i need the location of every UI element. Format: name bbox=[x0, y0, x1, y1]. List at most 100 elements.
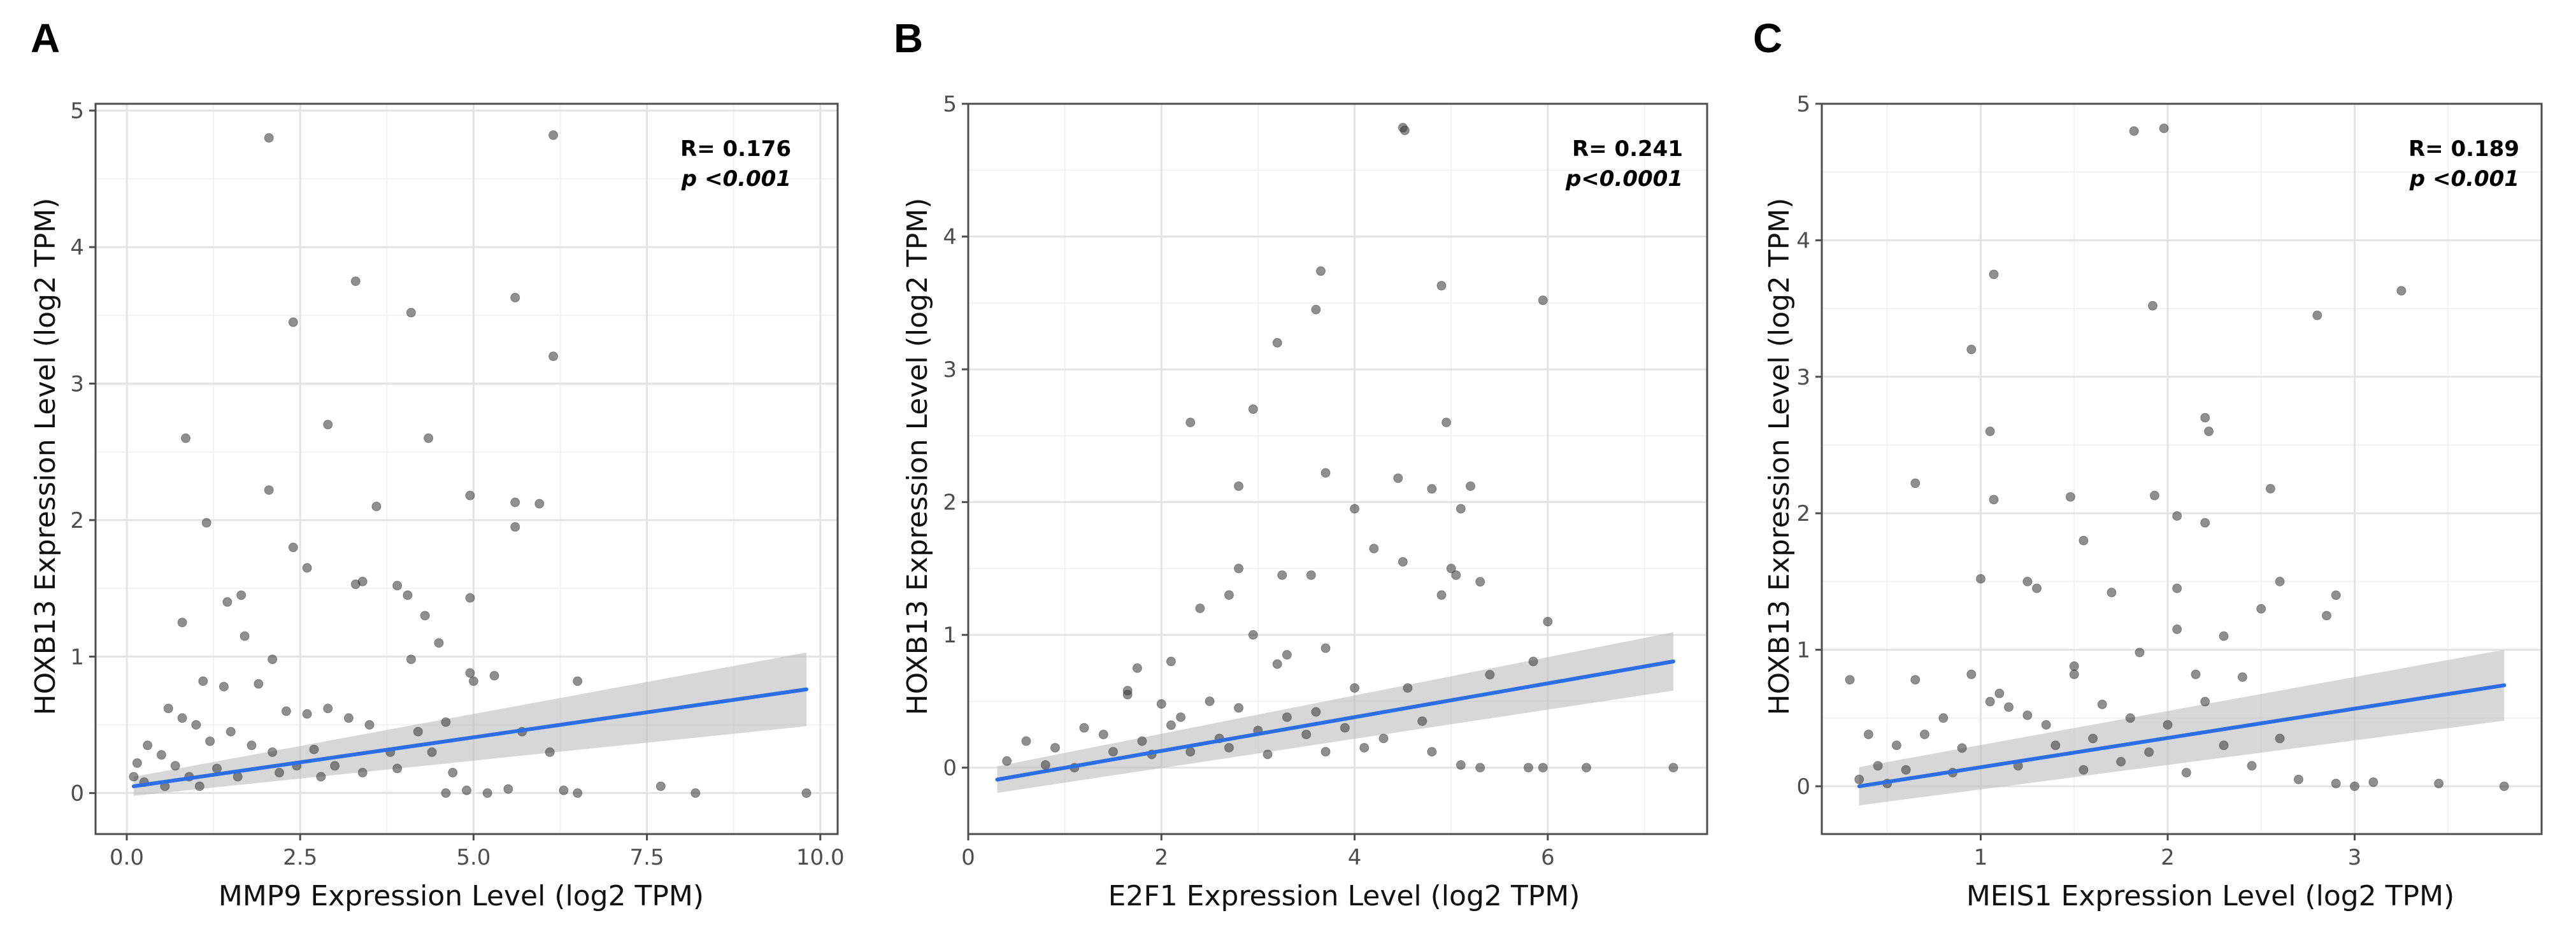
data-point-c bbox=[2088, 733, 2098, 744]
data-point-b bbox=[1156, 699, 1166, 709]
data-point-a bbox=[177, 618, 187, 628]
panel-letter-a: A bbox=[31, 15, 60, 61]
regression-line-a bbox=[131, 687, 809, 788]
data-point-a bbox=[462, 785, 471, 795]
data-point-c bbox=[1989, 269, 1999, 280]
data-point-a bbox=[392, 581, 403, 591]
panel-letter-c: C bbox=[1753, 15, 1782, 61]
data-point-c bbox=[2200, 413, 2210, 423]
data-point-b bbox=[1427, 747, 1437, 757]
data-point-c bbox=[1966, 669, 1977, 679]
x-tick-label-a: 10.0 bbox=[796, 845, 845, 870]
regression-line-c bbox=[1857, 683, 2507, 788]
x-tick-label-b: 0 bbox=[961, 845, 975, 870]
x-tick-label-b: 6 bbox=[1541, 845, 1555, 870]
data-point-b bbox=[1098, 730, 1108, 740]
data-point-a bbox=[510, 522, 520, 532]
y-tick-label-a: 2 bbox=[70, 508, 84, 534]
data-point-a bbox=[406, 308, 416, 318]
data-point-b bbox=[1234, 703, 1244, 713]
data-point-a bbox=[254, 679, 264, 689]
y-tick-label-b: 3 bbox=[943, 357, 957, 383]
data-point-b bbox=[1301, 730, 1312, 740]
data-point-c bbox=[1985, 427, 1995, 437]
data-point-b bbox=[1350, 683, 1360, 693]
data-point-c bbox=[2321, 611, 2331, 621]
x-tick-label-a: 5.0 bbox=[456, 845, 490, 870]
data-point-c bbox=[2219, 631, 2229, 641]
data-point-c bbox=[1854, 774, 1864, 784]
data-point-a bbox=[548, 351, 559, 362]
regression-line-b bbox=[995, 659, 1675, 782]
data-point-a bbox=[545, 747, 555, 757]
data-point-a bbox=[132, 758, 142, 768]
confidence-band-a bbox=[133, 652, 807, 796]
data-point-b bbox=[1475, 577, 1485, 587]
x-tick-label-c: 2 bbox=[2161, 845, 2175, 870]
data-point-b bbox=[1224, 742, 1234, 753]
y-tick-label-b: 2 bbox=[943, 490, 957, 516]
data-point-c bbox=[2172, 624, 2182, 634]
data-point-a bbox=[201, 518, 211, 528]
data-point-a bbox=[655, 781, 666, 791]
data-point-a bbox=[222, 597, 233, 607]
data-point-c bbox=[2163, 719, 2173, 730]
data-point-b bbox=[1456, 760, 1466, 770]
data-point-a bbox=[413, 726, 423, 737]
data-point-a bbox=[357, 768, 368, 778]
data-point-a bbox=[302, 563, 312, 573]
data-point-b bbox=[1427, 484, 1437, 494]
data-point-c bbox=[2275, 576, 2285, 586]
r-value-c: R= 0.189 bbox=[2408, 136, 2519, 162]
panel-b: B R= 0.241 p<0.0001 E2F1 Expression Leve… bbox=[894, 15, 1708, 912]
data-point-c bbox=[2172, 583, 2182, 593]
data-point-c bbox=[1863, 729, 1873, 739]
data-point-b bbox=[1320, 468, 1331, 478]
data-point-a bbox=[343, 713, 354, 723]
data-point-a bbox=[288, 542, 298, 553]
data-point-a bbox=[281, 706, 291, 716]
data-point-a bbox=[424, 433, 434, 443]
data-point-b bbox=[1132, 663, 1142, 673]
x-tick-label-c: 1 bbox=[1974, 845, 1988, 870]
data-point-c bbox=[2050, 740, 2061, 751]
data-point-a bbox=[482, 788, 492, 798]
data-point-a bbox=[268, 747, 278, 757]
data-point-c bbox=[2349, 781, 2359, 791]
data-point-c bbox=[2079, 535, 2089, 546]
y-tick-label-c: 4 bbox=[1796, 228, 1810, 253]
data-point-a bbox=[309, 744, 319, 754]
data-point-c bbox=[1919, 729, 1929, 739]
data-point-a bbox=[275, 768, 285, 778]
data-point-a bbox=[448, 768, 458, 778]
y-tick-label-b: 0 bbox=[943, 756, 957, 781]
data-point-b bbox=[1359, 742, 1370, 753]
data-point-c bbox=[2204, 427, 2214, 437]
data-point-b bbox=[1205, 696, 1215, 706]
r-value-b: R= 0.241 bbox=[1572, 136, 1683, 162]
plot-border-c bbox=[1821, 103, 2543, 835]
data-point-a bbox=[503, 784, 513, 794]
data-point-a bbox=[357, 576, 368, 586]
data-point-c bbox=[2312, 310, 2322, 320]
y-tick-label-b: 5 bbox=[943, 92, 957, 117]
plot-area-a bbox=[94, 103, 839, 835]
data-point-a bbox=[350, 276, 361, 287]
data-point-b bbox=[1248, 404, 1258, 414]
data-point-b bbox=[1277, 570, 1287, 580]
data-point-b bbox=[1272, 659, 1282, 669]
data-point-a bbox=[129, 772, 139, 782]
data-point-c bbox=[1966, 344, 1977, 355]
data-point-b bbox=[1040, 760, 1050, 770]
y-axis-title-c: HOXB13 Expression Level (log2 TPM) bbox=[1763, 198, 1796, 716]
y-tick-label-a: 1 bbox=[70, 644, 84, 670]
data-point-c bbox=[2022, 710, 2033, 720]
data-point-b bbox=[1538, 295, 1548, 306]
data-point-c bbox=[2172, 511, 2182, 521]
data-point-c bbox=[2004, 702, 2014, 712]
data-point-a bbox=[212, 763, 222, 774]
data-point-c bbox=[2144, 747, 2154, 757]
data-point-c bbox=[2219, 740, 2229, 751]
y-tick-label-a: 3 bbox=[70, 372, 84, 397]
data-point-a bbox=[194, 781, 204, 791]
